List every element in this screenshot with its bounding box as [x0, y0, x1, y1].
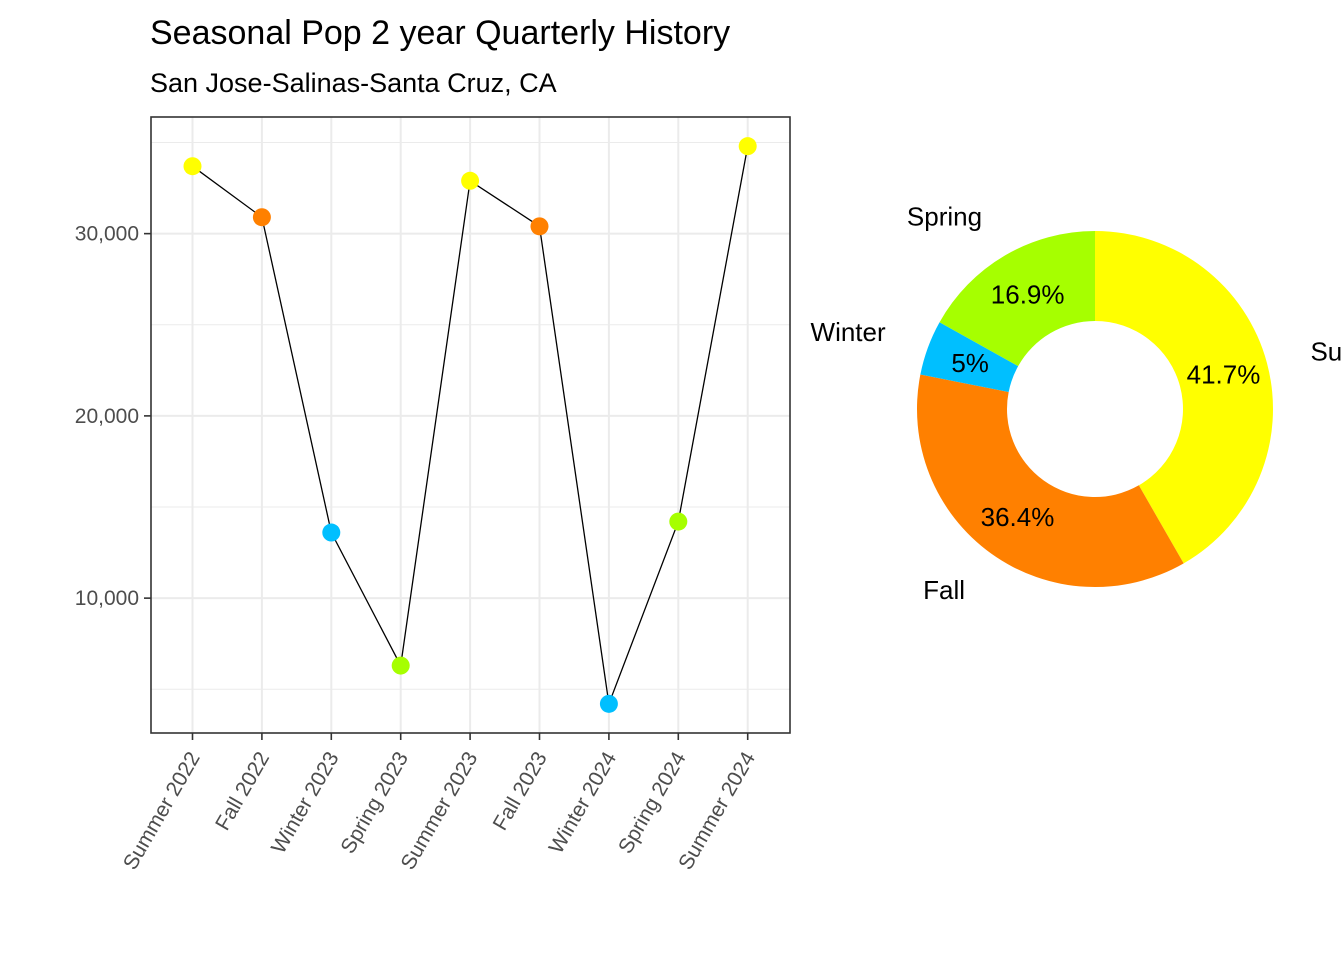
donut-slice-summer: [1095, 231, 1273, 564]
donut-slice-spring: [939, 231, 1095, 367]
x-tick-label: Summer 2023: [397, 748, 483, 874]
chart-subtitle: San Jose-Salinas-Santa Cruz, CA: [150, 68, 557, 98]
data-point: [530, 217, 549, 236]
slice-percent-label: 36.4%: [981, 502, 1055, 532]
x-tick-label: Summer 2024: [674, 748, 760, 874]
data-points: [183, 137, 757, 713]
donut-labels: 41.7% Summer 36.4% Fall 5% Winter 16.9% Spring: [811, 202, 1344, 606]
donut-slices: [917, 231, 1273, 587]
slice-percent-label: 16.9%: [991, 279, 1065, 309]
donut-slice-fall: [917, 374, 1184, 587]
data-point: [183, 157, 202, 176]
x-tick-label: Spring 2023: [336, 748, 413, 858]
y-axis: 10,000 20,000 30,000: [75, 223, 151, 610]
y-tick-label: 30,000: [75, 223, 139, 246]
data-point: [599, 694, 618, 713]
data-point: [252, 208, 271, 227]
slice-percent-label: 5%: [951, 348, 989, 378]
data-point: [322, 523, 341, 542]
chart-title: Seasonal Pop 2 year Quarterly History: [150, 14, 730, 52]
data-point: [738, 137, 757, 156]
slice-category-label: Spring: [907, 202, 982, 232]
data-point: [669, 512, 688, 531]
x-tick-label: Fall 2023: [489, 748, 552, 834]
x-tick-label: Spring 2024: [614, 748, 691, 858]
x-tick-label: Winter 2023: [267, 748, 344, 858]
grid-lines: [151, 117, 790, 733]
x-tick-label: Winter 2024: [545, 748, 622, 858]
x-tick-label: Summer 2022: [119, 748, 205, 874]
slice-category-label: Summer: [1310, 337, 1344, 367]
y-tick-label: 10,000: [75, 587, 139, 610]
donut-slice-winter: [920, 322, 1019, 392]
data-point: [461, 171, 480, 190]
slice-percent-label: 41.7%: [1187, 360, 1261, 390]
x-tick-label: Fall 2022: [211, 748, 274, 834]
donut-chart: 41.7% Summer 36.4% Fall 5% Winter 16.9% Spring: [811, 202, 1344, 606]
slice-category-label: Fall: [923, 575, 965, 605]
y-tick-label: 20,000: [75, 405, 139, 428]
data-point: [391, 656, 410, 675]
slice-category-label: Winter: [811, 317, 886, 347]
